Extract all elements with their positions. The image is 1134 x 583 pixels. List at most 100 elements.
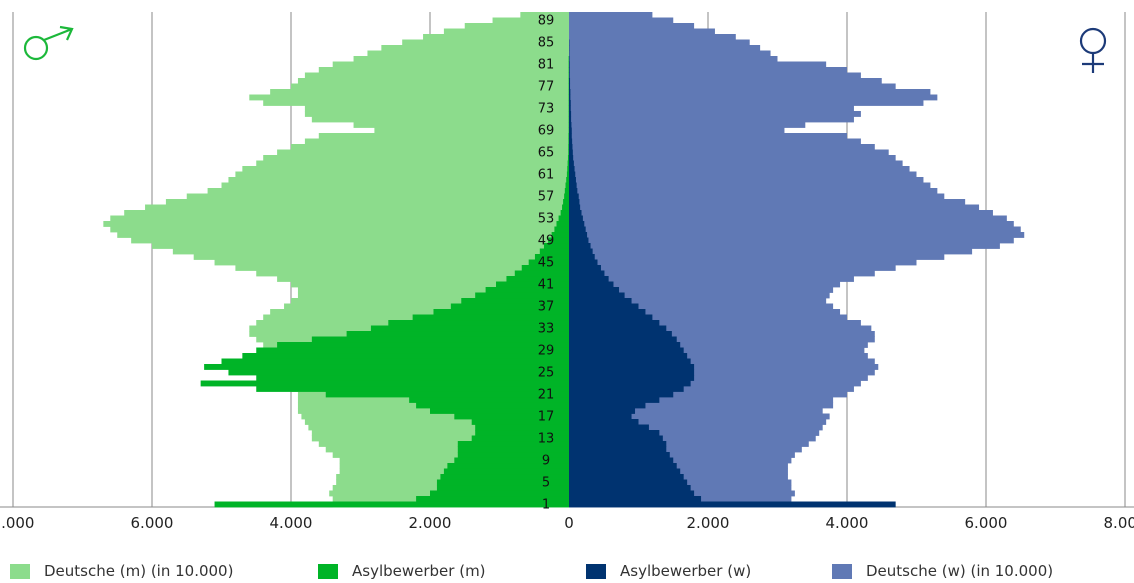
bar — [569, 419, 639, 425]
bar — [569, 298, 632, 304]
bar — [565, 182, 569, 189]
bar — [563, 199, 569, 205]
bar — [569, 419, 827, 425]
bar — [569, 309, 841, 315]
bar — [569, 50, 771, 57]
bar — [569, 314, 847, 321]
bar — [569, 127, 572, 134]
bar — [567, 166, 569, 172]
bar — [304, 72, 569, 79]
bar — [568, 133, 569, 139]
bar — [569, 386, 854, 392]
bar — [388, 320, 569, 326]
bar — [423, 34, 569, 40]
legend-label-asylbewerber-w: Asylbewerber (w) — [620, 562, 752, 580]
bar — [569, 325, 872, 332]
bar — [569, 78, 571, 84]
bar — [569, 111, 572, 117]
bar — [569, 105, 854, 112]
bar — [569, 144, 573, 150]
bar — [569, 364, 695, 370]
bar — [214, 259, 570, 266]
bar — [569, 204, 980, 211]
bar — [566, 171, 569, 178]
bar — [569, 259, 917, 266]
bar — [430, 408, 569, 414]
bar — [346, 331, 569, 337]
bar — [569, 501, 896, 508]
bar — [249, 94, 570, 101]
bar — [454, 413, 569, 420]
bar — [569, 463, 788, 469]
bar — [569, 105, 571, 112]
bar — [569, 193, 945, 200]
bar — [569, 149, 573, 156]
age-tick-label: 5 — [542, 475, 550, 490]
bar — [569, 430, 660, 436]
bar — [228, 369, 569, 376]
age-tick-label: 25 — [538, 365, 555, 380]
legend-item-asylbewerber-w: Asylbewerber (w) — [586, 562, 751, 580]
bar — [152, 243, 569, 249]
bar — [569, 215, 1007, 222]
legend-item-asylbewerber-m: Asylbewerber (m) — [318, 562, 486, 580]
bar — [569, 122, 806, 128]
bar — [560, 210, 569, 216]
bar — [569, 56, 778, 62]
bar — [569, 248, 973, 255]
age-tick-label: 45 — [538, 255, 555, 270]
bar — [569, 320, 861, 326]
bar — [318, 133, 569, 139]
bar — [569, 39, 750, 46]
bar — [569, 133, 572, 139]
age-tick-label: 49 — [538, 233, 555, 248]
bar — [569, 463, 677, 469]
bar — [569, 397, 834, 403]
bar — [569, 424, 649, 431]
bar — [475, 292, 570, 299]
bar — [569, 182, 931, 189]
bar — [436, 479, 569, 486]
bar — [221, 182, 569, 189]
bar — [569, 342, 868, 348]
bar — [569, 155, 896, 161]
bar — [471, 419, 569, 425]
age-tick-label: 53 — [538, 211, 555, 226]
age-tick-label: 1 — [542, 497, 550, 512]
bar — [311, 116, 569, 123]
bar — [569, 474, 684, 480]
bar — [485, 287, 569, 293]
bar — [569, 468, 681, 475]
bar — [256, 270, 569, 277]
bar — [569, 391, 847, 398]
bar — [569, 237, 1014, 244]
bar — [569, 83, 896, 90]
bar — [311, 430, 569, 436]
age-tick-label: 65 — [538, 145, 555, 160]
bar — [353, 56, 569, 62]
age-tick-label: 69 — [538, 123, 555, 138]
age-tick-label: 29 — [538, 343, 555, 358]
bar — [569, 441, 667, 447]
age-tick-label: 33 — [538, 321, 555, 336]
bar — [131, 237, 569, 244]
bar — [235, 171, 569, 178]
bar — [304, 105, 569, 112]
x-tick-label: 4.000 — [826, 514, 869, 532]
bar — [569, 221, 585, 227]
bar — [569, 413, 632, 420]
legend-item-deutsche-w: Deutsche (w) (in 10.000) — [832, 562, 1053, 580]
bar — [569, 100, 571, 106]
bar — [548, 237, 569, 244]
bar — [569, 490, 695, 497]
bar — [308, 424, 570, 431]
bar — [200, 380, 569, 387]
bar — [569, 303, 639, 310]
bar — [569, 408, 823, 414]
bar — [569, 138, 861, 145]
bar — [569, 166, 910, 172]
legend-swatch-deutsche-w — [832, 563, 852, 579]
bar — [256, 347, 569, 354]
age-labels: 89 85 81 77 73 69 65 61 57 53 49 45 41 37 33 29 25 21 17 13… — [538, 13, 555, 512]
bar — [569, 303, 834, 310]
